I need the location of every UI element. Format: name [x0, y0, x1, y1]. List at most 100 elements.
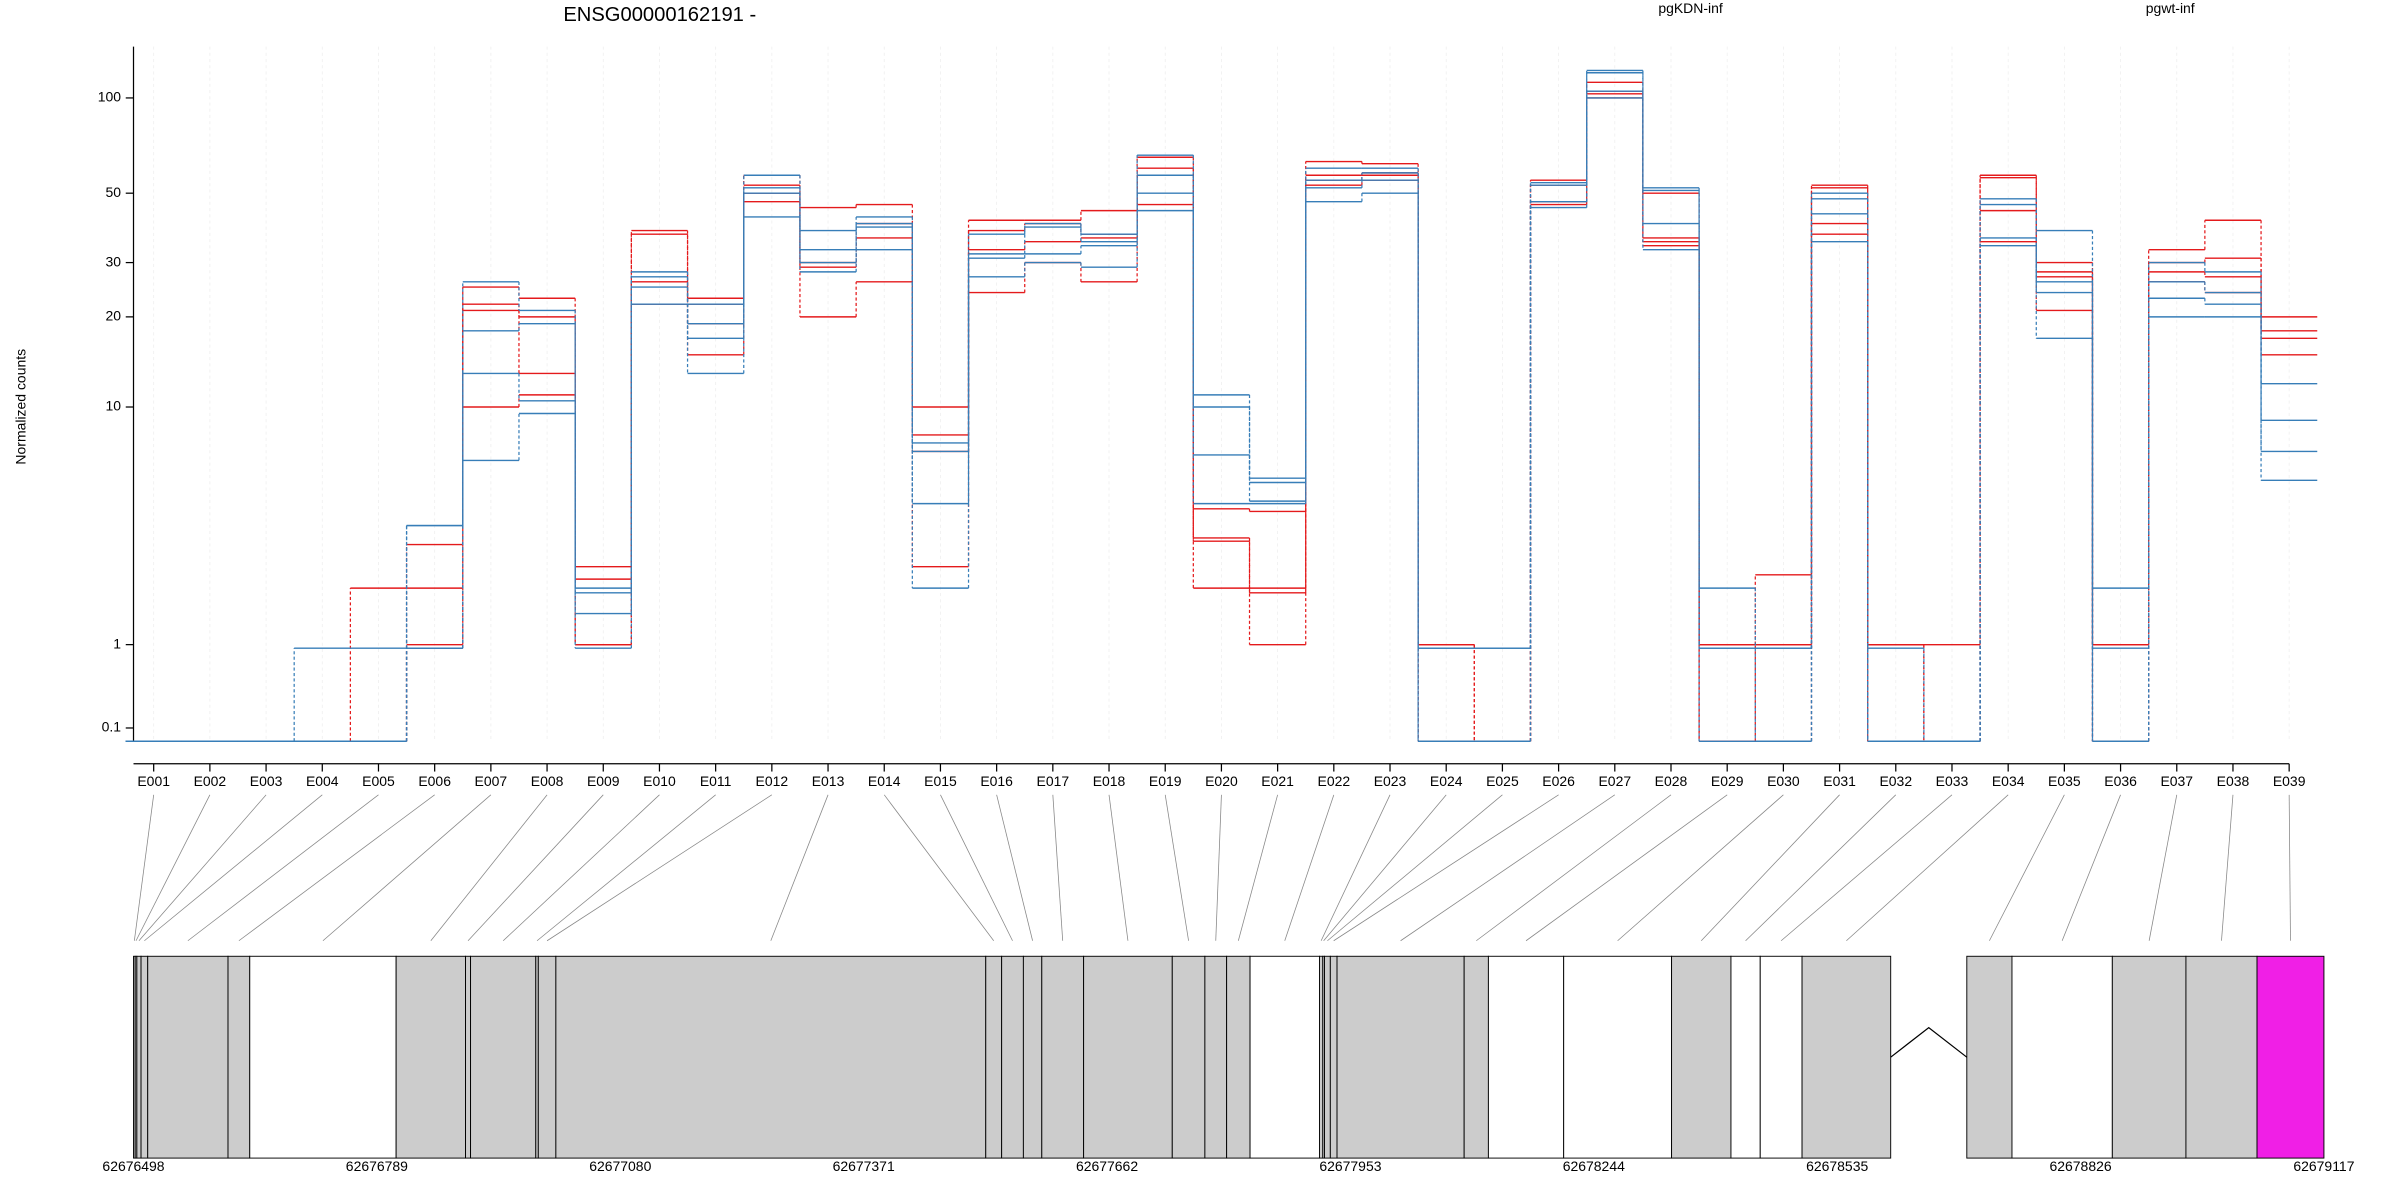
exon-connector [536, 794, 716, 942]
exon-connector [467, 794, 604, 942]
exon-part [1563, 955, 1673, 1159]
x-tick-label: E032 [1879, 773, 1912, 789]
exon-connector [546, 794, 773, 942]
exon-connector [1323, 794, 1447, 941]
exon-part [249, 955, 397, 1159]
genomic-tick-label: 62678535 [1806, 1158, 1868, 1174]
exon-part [147, 955, 229, 1159]
genomic-tick-label: 62678244 [1563, 1158, 1625, 1174]
exon-part [985, 955, 1003, 1159]
exon-connector [1525, 794, 1728, 942]
x-tick-label: E026 [1542, 773, 1575, 789]
exon-connector [1052, 794, 1064, 941]
exon-connector [1237, 794, 1278, 941]
exon-part [1966, 955, 2013, 1159]
exon-connector [133, 794, 155, 941]
x-tick-label: E037 [2160, 773, 2193, 789]
exon-part [1730, 955, 1761, 1159]
chart-title: ENSG00000162191 - [563, 4, 756, 26]
genomic-tick-label: 62677953 [1319, 1158, 1381, 1174]
exon-connector [940, 794, 1013, 941]
exon-connector [1400, 794, 1616, 942]
exon-connector [322, 794, 492, 942]
x-tick-label: E015 [924, 773, 957, 789]
x-tick-label: E031 [1823, 773, 1856, 789]
x-tick-label: E036 [2104, 773, 2137, 789]
x-tick-label: E029 [1711, 773, 1744, 789]
exon-connector [2148, 794, 2178, 941]
exon-connector [1333, 794, 1559, 942]
exon-connector [996, 794, 1033, 941]
exon-connector [502, 794, 660, 942]
exon-part [1041, 955, 1085, 1159]
exon-connector [1164, 794, 1189, 941]
exon-part [1249, 955, 1320, 1159]
exon-connector [135, 794, 211, 941]
exon-connector [1327, 794, 1503, 942]
x-tick-label: E001 [137, 773, 170, 789]
exon-connector [1780, 794, 1953, 942]
y-tick-label: 0.1 [102, 719, 122, 735]
exon-part [2256, 955, 2325, 1159]
x-tick-label: E006 [418, 773, 451, 789]
exon-part [136, 955, 142, 1159]
legend-label: pgKDN-inf [1658, 0, 1723, 16]
exon-part [1022, 955, 1043, 1159]
y-tick-label: 50 [106, 184, 122, 200]
exon-connector [430, 794, 548, 941]
x-tick-label: E030 [1767, 773, 1800, 789]
y-tick-label: 1 [113, 635, 121, 651]
legend-label: pgwt-inf [2146, 0, 2195, 16]
genomic-tick-label: 62677371 [833, 1158, 895, 1174]
exon-connector [1846, 794, 2009, 942]
x-tick-label: E014 [868, 773, 901, 789]
exon-connector [2221, 794, 2234, 941]
exon-connector [1284, 794, 1335, 941]
exon-connector [1476, 794, 1672, 942]
x-tick-label: E028 [1655, 773, 1688, 789]
exon-part [1204, 955, 1228, 1159]
y-tick-label: 10 [106, 398, 122, 414]
genomic-tick-label: 62678826 [2049, 1158, 2111, 1174]
exon-part [140, 955, 149, 1159]
x-tick-label: E018 [1093, 773, 1126, 789]
y-tick-label: 20 [106, 308, 122, 324]
y-tick-label: 30 [106, 253, 122, 269]
exon-part [555, 955, 987, 1159]
exon-connector [2288, 794, 2291, 941]
exon-connector [187, 794, 379, 942]
exon-part [1226, 955, 1251, 1159]
exon-connector [1745, 794, 1897, 942]
exon-part [1001, 955, 1024, 1159]
genomic-tick-label: 62676789 [346, 1158, 408, 1174]
exon-part [2111, 955, 2187, 1159]
exon-connector [1617, 794, 1784, 942]
exon-connector [1108, 794, 1129, 941]
exon-connector [1320, 794, 1391, 941]
exon-connector [1989, 794, 2065, 941]
x-tick-label: E010 [643, 773, 676, 789]
exon-part [1487, 955, 1565, 1159]
genomic-tick-label: 62679117 [2293, 1158, 2354, 1174]
x-tick-label: E019 [1149, 773, 1182, 789]
x-tick-label: E008 [531, 773, 564, 789]
x-tick-label: E003 [250, 773, 283, 789]
exon-connector [2061, 794, 2121, 941]
exon-part [1171, 955, 1206, 1159]
y-tick-label: 100 [98, 89, 122, 105]
x-tick-label: E038 [2217, 773, 2250, 789]
genomic-tick-label: 62677080 [589, 1158, 651, 1174]
intron [1890, 1026, 1968, 1058]
exon-part [1759, 955, 1803, 1159]
exon-connector [1215, 794, 1222, 941]
x-tick-label: E002 [194, 773, 227, 789]
y-axis-label: Normalized counts [12, 349, 28, 465]
x-tick-label: E017 [1037, 773, 1070, 789]
exon-part [465, 955, 472, 1159]
exon-connector [238, 794, 435, 942]
exon-connector [883, 794, 995, 941]
x-tick-label: E011 [700, 773, 732, 789]
exon-part [1336, 955, 1465, 1159]
x-tick-label: E013 [812, 773, 845, 789]
